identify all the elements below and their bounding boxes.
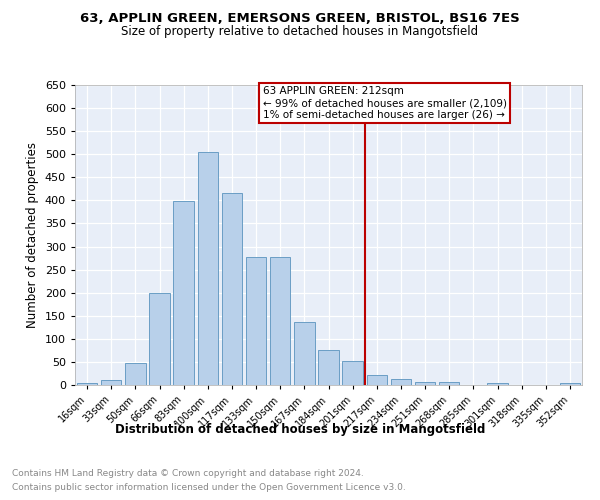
Bar — [125, 364, 146, 385]
Bar — [487, 382, 508, 385]
Bar — [101, 380, 121, 385]
Text: Contains HM Land Registry data © Crown copyright and database right 2024.: Contains HM Land Registry data © Crown c… — [12, 468, 364, 477]
Bar — [367, 375, 387, 385]
Bar — [560, 382, 580, 385]
Bar — [246, 257, 266, 385]
Bar — [149, 292, 170, 385]
Y-axis label: Number of detached properties: Number of detached properties — [26, 142, 39, 328]
Bar — [294, 322, 314, 385]
Bar — [270, 257, 290, 385]
Text: 63 APPLIN GREEN: 212sqm
← 99% of detached houses are smaller (2,109)
1% of semi-: 63 APPLIN GREEN: 212sqm ← 99% of detache… — [263, 86, 506, 120]
Text: Distribution of detached houses by size in Mangotsfield: Distribution of detached houses by size … — [115, 422, 485, 436]
Bar — [343, 361, 363, 385]
Bar — [197, 152, 218, 385]
Bar — [173, 202, 194, 385]
Text: Size of property relative to detached houses in Mangotsfield: Size of property relative to detached ho… — [121, 25, 479, 38]
Bar — [221, 192, 242, 385]
Bar — [318, 350, 339, 385]
Bar — [439, 382, 460, 385]
Text: Contains public sector information licensed under the Open Government Licence v3: Contains public sector information licen… — [12, 484, 406, 492]
Text: 63, APPLIN GREEN, EMERSONS GREEN, BRISTOL, BS16 7ES: 63, APPLIN GREEN, EMERSONS GREEN, BRISTO… — [80, 12, 520, 26]
Bar — [415, 382, 436, 385]
Bar — [77, 382, 97, 385]
Bar — [391, 380, 411, 385]
